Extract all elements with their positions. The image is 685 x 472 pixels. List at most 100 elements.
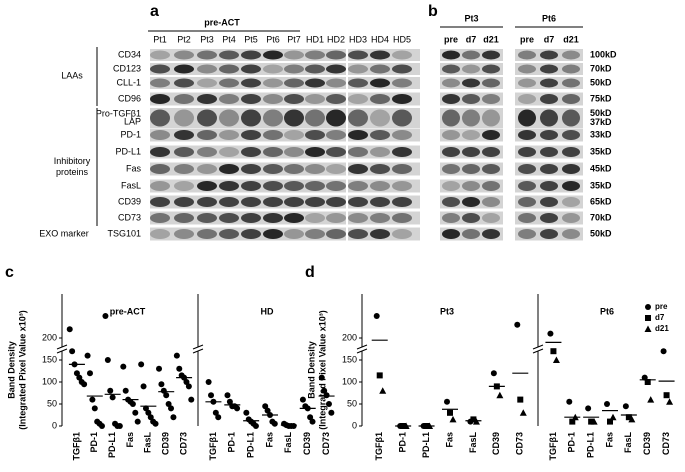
x-tick-label: FasL (623, 432, 633, 454)
band (518, 109, 536, 127)
band (174, 64, 194, 74)
band (562, 130, 580, 140)
band (370, 130, 390, 140)
marker (264, 407, 271, 414)
marker (490, 370, 497, 377)
band (370, 78, 390, 88)
size-label: 70kD (590, 63, 612, 73)
x-tick-label: TGFβ1 (548, 432, 558, 461)
marker (309, 418, 316, 425)
band (241, 109, 261, 127)
band (219, 109, 239, 127)
marker (571, 413, 579, 421)
band (284, 50, 304, 60)
marker (569, 418, 576, 425)
band (462, 94, 480, 104)
x-tick-label: PD-L1 (246, 432, 256, 458)
band (241, 64, 261, 74)
band (462, 213, 480, 223)
marker (134, 418, 141, 425)
band (284, 229, 304, 239)
y-tick-label: 200 (342, 332, 357, 342)
column-label: Pt1 (153, 34, 167, 44)
band (370, 181, 390, 191)
marker (447, 409, 453, 416)
band (305, 130, 325, 140)
band (326, 130, 346, 140)
size-label: 37kD (590, 117, 612, 127)
row-label: PD-L1 (115, 146, 141, 156)
band (241, 94, 261, 104)
size-label: 50kD (590, 228, 612, 238)
x-tick-label: PD-L1 (586, 432, 596, 458)
row-label: CD73 (118, 212, 141, 222)
band (263, 50, 283, 60)
band (284, 64, 304, 74)
band (348, 181, 368, 191)
band (482, 130, 500, 140)
row-label: Pro-TGFβ1 (96, 108, 141, 118)
marker (519, 409, 527, 416)
band (348, 64, 368, 74)
band (197, 164, 217, 174)
band (392, 109, 412, 127)
band (482, 181, 500, 191)
marker (181, 374, 188, 381)
x-tick-label: CD39 (302, 432, 312, 455)
band (562, 64, 580, 74)
band (174, 78, 194, 88)
x-tick-label: CD73 (661, 432, 671, 455)
band (150, 109, 170, 127)
size-label: 100kD (590, 49, 617, 59)
band (263, 197, 283, 207)
x-tick-label: CD39 (642, 432, 652, 455)
band (482, 64, 500, 74)
marker (129, 401, 136, 407)
band (326, 50, 346, 60)
band (562, 78, 580, 88)
band (174, 147, 194, 157)
marker (470, 416, 477, 423)
band (150, 147, 170, 157)
marker (400, 423, 407, 429)
band (540, 197, 558, 207)
marker (168, 405, 175, 412)
band (197, 130, 217, 140)
band (462, 147, 480, 157)
band (284, 109, 304, 127)
band (348, 229, 368, 239)
band (263, 147, 283, 157)
band (482, 213, 500, 223)
patient-label: Pt6 (542, 13, 556, 23)
axis-break-gap (57, 347, 67, 351)
y-axis-label: Band Density (6, 341, 16, 399)
band (392, 130, 412, 140)
band (263, 109, 283, 127)
band (370, 50, 390, 60)
x-tick-label: PD-L1 (107, 432, 117, 458)
axis-break (532, 344, 544, 350)
marker (566, 398, 573, 405)
band (392, 94, 412, 104)
band (263, 229, 283, 239)
band (518, 229, 536, 239)
band (540, 229, 558, 239)
axis-break (532, 348, 544, 354)
band (442, 94, 460, 104)
marker (89, 396, 96, 403)
band (348, 213, 368, 223)
marker (147, 414, 154, 421)
x-tick-label: TGFβ1 (374, 432, 384, 461)
band (174, 197, 194, 207)
band (263, 181, 283, 191)
band (562, 50, 580, 60)
marker (183, 379, 190, 385)
band (174, 94, 194, 104)
marker (81, 381, 88, 388)
marker (290, 423, 297, 429)
marker (323, 392, 330, 399)
band (219, 94, 239, 104)
marker (609, 413, 617, 421)
y-tick-label: 150 (342, 354, 357, 364)
y-tick-label: 0 (52, 420, 57, 430)
